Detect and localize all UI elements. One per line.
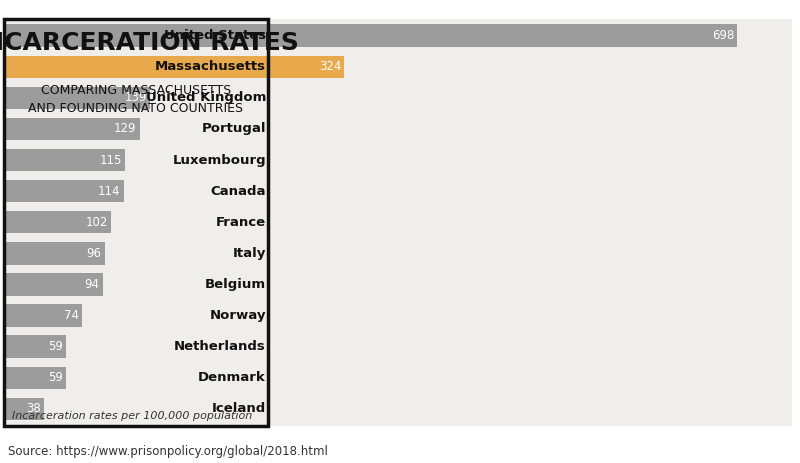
Text: 94: 94 <box>85 278 100 291</box>
Text: Belgium: Belgium <box>205 278 266 291</box>
Bar <box>4 149 125 171</box>
Text: 139: 139 <box>125 91 147 104</box>
Bar <box>4 118 139 140</box>
Text: Netherlands: Netherlands <box>174 340 266 353</box>
Text: Massachusetts: Massachusetts <box>155 60 266 73</box>
Text: France: France <box>216 216 266 229</box>
Bar <box>4 367 66 389</box>
Text: Canada: Canada <box>210 185 266 198</box>
Text: 115: 115 <box>99 154 122 167</box>
Text: 129: 129 <box>114 122 136 136</box>
Text: 114: 114 <box>98 185 121 198</box>
Text: Incarceration rates per 100,000 population: Incarceration rates per 100,000 populati… <box>12 411 252 421</box>
Text: 96: 96 <box>86 247 102 260</box>
Text: Luxembourg: Luxembourg <box>172 154 266 167</box>
Bar <box>4 273 102 296</box>
Text: 698: 698 <box>712 29 734 42</box>
Bar <box>4 211 111 233</box>
Text: 74: 74 <box>63 309 78 322</box>
Text: Italy: Italy <box>233 247 266 260</box>
Text: Portugal: Portugal <box>202 122 266 136</box>
Bar <box>4 87 150 109</box>
Text: 59: 59 <box>48 371 63 384</box>
Text: Denmark: Denmark <box>198 371 266 384</box>
Text: United States: United States <box>164 29 266 42</box>
Bar <box>4 336 66 358</box>
Bar <box>4 398 44 420</box>
Text: Iceland: Iceland <box>212 402 266 415</box>
Text: 59: 59 <box>48 340 63 353</box>
Text: Source: https://www.prisonpolicy.org/global/2018.html: Source: https://www.prisonpolicy.org/glo… <box>8 445 328 458</box>
Text: COMPARING MASSACHUSETTS
AND FOUNDING NATO COUNTRIES: COMPARING MASSACHUSETTS AND FOUNDING NAT… <box>29 84 243 115</box>
Bar <box>4 180 124 202</box>
Text: 38: 38 <box>26 402 41 415</box>
Text: United Kingdom: United Kingdom <box>146 91 266 104</box>
Bar <box>4 242 105 264</box>
Bar <box>4 304 82 327</box>
Text: 102: 102 <box>86 216 108 229</box>
Bar <box>4 56 345 78</box>
Text: 324: 324 <box>319 60 342 73</box>
Text: Norway: Norway <box>210 309 266 322</box>
Bar <box>4 25 738 47</box>
Text: INCARCERATION RATES: INCARCERATION RATES <box>0 31 298 55</box>
